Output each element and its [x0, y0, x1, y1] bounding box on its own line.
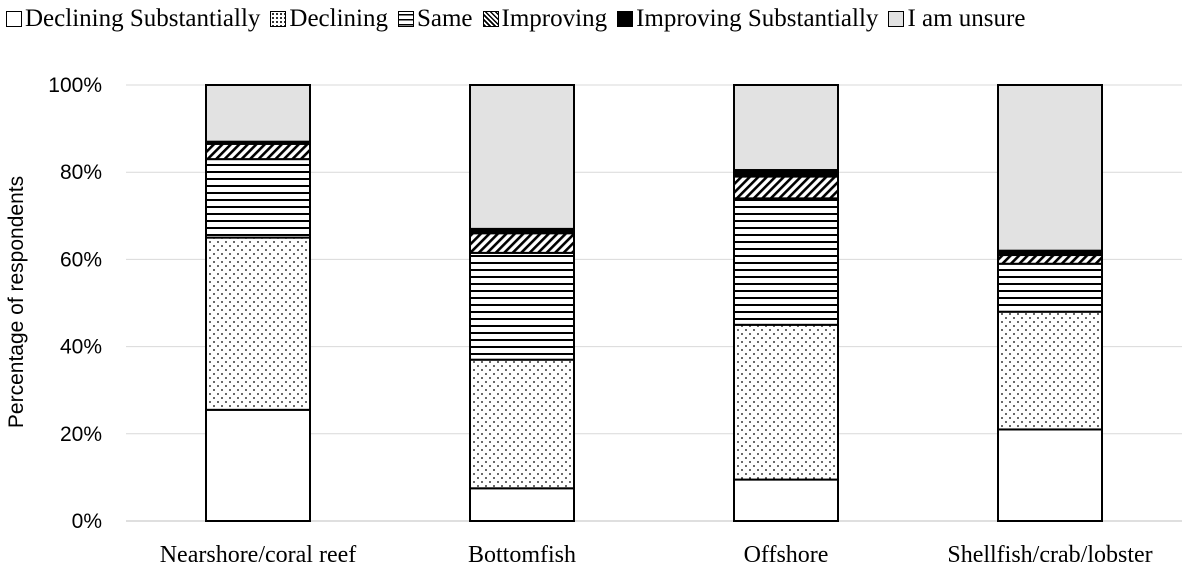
bar-segment-declining-substantially [469, 487, 575, 522]
bar-stack [469, 84, 575, 522]
bar-segment-declining-substantially [733, 478, 839, 522]
y-axis-title: Percentage of respondents [5, 176, 28, 428]
legend-item-unsure: I am unsure [888, 5, 1025, 33]
legend-label: Same [416, 5, 473, 32]
legend: Declining Substantially Declining Same I… [6, 2, 1025, 36]
legend-swatch-dots-icon [270, 11, 287, 27]
bar-segment-declining [733, 323, 839, 481]
legend-item-improving: Improving [482, 5, 608, 33]
bar-segment-i-am-unsure [205, 84, 311, 143]
y-tick-label: 40% [60, 336, 102, 359]
legend-label: Declining Substantially [25, 5, 261, 32]
legend-swatch-gray-icon [888, 11, 905, 27]
bar-stack [997, 84, 1103, 522]
category-labels: Nearshore/coral reef Bottomfish Offshore Sh… [160, 542, 1153, 568]
legend-item-declining-substantially: Declining Substantially [6, 5, 260, 33]
legend-label: Improving Substantially [636, 5, 879, 32]
bar-segment-improving [997, 254, 1103, 265]
legend-swatch-black-icon [617, 11, 634, 27]
legend-item-same: Same [397, 5, 473, 33]
bar-segment-i-am-unsure [733, 84, 839, 172]
bar-segment-declining [205, 236, 311, 411]
legend-item-improving-substantially: Improving Substantially [617, 5, 878, 33]
legend-label: Declining [289, 5, 388, 32]
legend-swatch-white-icon [6, 11, 22, 27]
y-tick-label: 80% [60, 161, 102, 184]
legend-swatch-hatch-icon [482, 11, 499, 27]
bar-segment-same [469, 251, 575, 361]
x-category-label: Shellfish/crab/lobster [947, 542, 1152, 568]
bar-segment-declining-substantially [997, 428, 1103, 522]
y-tick-label: 0% [72, 510, 102, 533]
bar-segment-same [997, 262, 1103, 313]
x-category-label: Bottomfish [468, 542, 576, 568]
y-tick-label: 60% [60, 248, 102, 271]
bar-segment-i-am-unsure [469, 84, 575, 230]
bar-stack [733, 84, 839, 522]
bars [205, 84, 1103, 523]
bar-segment-i-am-unsure [997, 84, 1103, 252]
bar-segment-same [205, 158, 311, 239]
bar-segment-improving [469, 232, 575, 254]
bar-segment-same [733, 197, 839, 326]
bar-segment-declining-substantially [205, 408, 311, 523]
legend-label: I am unsure [907, 5, 1026, 32]
y-tick-label: 20% [60, 423, 102, 446]
bar-segment-improving [205, 142, 311, 161]
y-tick-labels: 0% 20% 40% 60% 80% 100% [48, 74, 102, 533]
y-tick-label: 100% [48, 74, 102, 97]
bar-stack [205, 84, 311, 523]
x-category-label: Offshore [744, 542, 829, 568]
bar-segment-declining [469, 358, 575, 490]
legend-item-declining: Declining [270, 5, 388, 33]
legend-swatch-lines-icon [397, 11, 414, 27]
legend-label: Improving [501, 5, 608, 32]
bar-segment-declining [997, 310, 1103, 431]
x-category-label: Nearshore/coral reef [160, 542, 357, 568]
bar-segment-improving [733, 175, 839, 200]
